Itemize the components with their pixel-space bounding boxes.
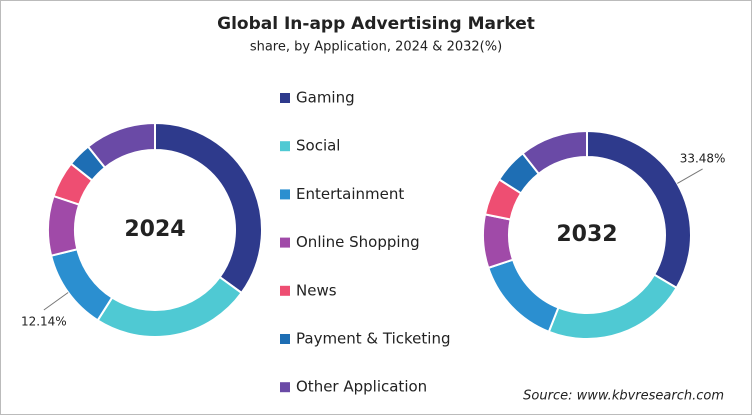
donut-slice <box>86 121 156 170</box>
value-label: 33.48% <box>680 151 726 165</box>
source: Source: www.kbvresearch.com <box>523 389 724 404</box>
legend-swatch <box>280 285 290 296</box>
legend-label: Social <box>296 137 340 155</box>
donut-slice <box>47 194 81 257</box>
center-label: 2024 <box>124 217 185 242</box>
leader-line <box>677 168 703 184</box>
legend-label: Payment & Ticketing <box>296 330 450 348</box>
legend-swatch <box>280 382 290 393</box>
leader-line <box>43 292 69 311</box>
legend-swatch <box>280 189 290 200</box>
legend-swatch <box>280 93 290 103</box>
legend-swatch <box>280 237 290 248</box>
donut-slice <box>521 129 588 176</box>
legend-swatch <box>280 334 290 344</box>
value-label: 12.14% <box>21 315 67 329</box>
legend-swatch <box>280 141 290 152</box>
chart-title: Global In-app Advertising Market <box>217 14 535 34</box>
legend-label: Online Shopping <box>296 233 420 251</box>
center-label: 2032 <box>556 222 617 247</box>
chart-subtitle: share, by Application, 2024 & 2032(%) <box>250 40 502 55</box>
legend-label: News <box>296 281 337 299</box>
legend-label: Gaming <box>296 89 355 107</box>
legend-label: Entertainment <box>296 185 404 203</box>
donut-slice <box>482 213 515 270</box>
legend-label: Other Application <box>296 378 427 396</box>
